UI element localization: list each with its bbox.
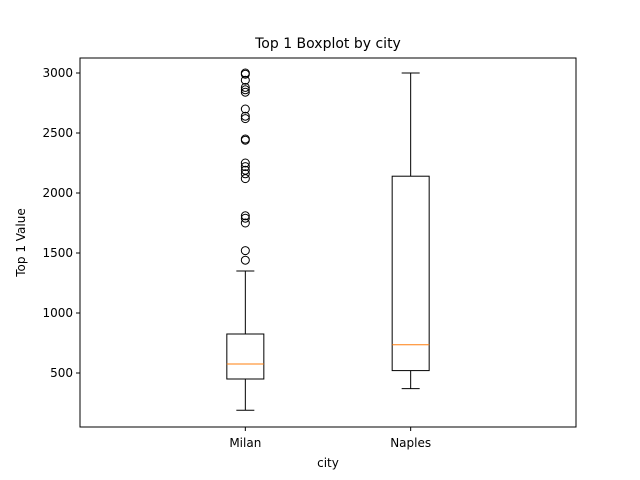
plot-area: 500 1000 1500 2000 2500 3000 Milan Naples — [42, 66, 431, 450]
milan-outlier — [240, 213, 250, 223]
milan-outlier — [240, 211, 250, 221]
milan-outlier — [240, 104, 250, 114]
milan-box — [226, 333, 265, 380]
milan-outlier — [240, 85, 250, 95]
milan-outlier — [240, 162, 250, 172]
milan-outlier — [240, 255, 250, 265]
milan-outlier — [240, 246, 250, 256]
milan-outlier — [240, 75, 250, 85]
chart-title: Top 1 Boxplot by city — [254, 36, 401, 52]
milan-outlier — [240, 165, 250, 175]
naples-box — [391, 175, 430, 372]
x-axis-label: city — [317, 456, 339, 470]
y-axis-label: Top 1 Value — [14, 208, 28, 277]
milan-outlier — [240, 87, 250, 97]
x-tick-label-milan: Milan — [229, 436, 261, 450]
milan-outlier — [240, 134, 250, 144]
milan-outlier — [240, 82, 250, 92]
y-tick-label: 3000 — [42, 66, 73, 80]
milan-outlier — [240, 68, 250, 78]
milan-outlier — [240, 218, 250, 228]
milan-outlier — [240, 158, 250, 168]
y-tick-label: 1000 — [42, 306, 73, 320]
milan-outlier — [240, 114, 250, 124]
y-tick-label: 500 — [50, 366, 73, 380]
y-tick-label: 2500 — [42, 126, 73, 140]
milan-outlier — [240, 169, 250, 179]
y-tick-label: 1500 — [42, 246, 73, 260]
y-tick-label: 2000 — [42, 186, 73, 200]
axes-frame — [79, 57, 577, 428]
x-tick-label-naples: Naples — [390, 436, 431, 450]
milan-outlier — [240, 111, 250, 121]
